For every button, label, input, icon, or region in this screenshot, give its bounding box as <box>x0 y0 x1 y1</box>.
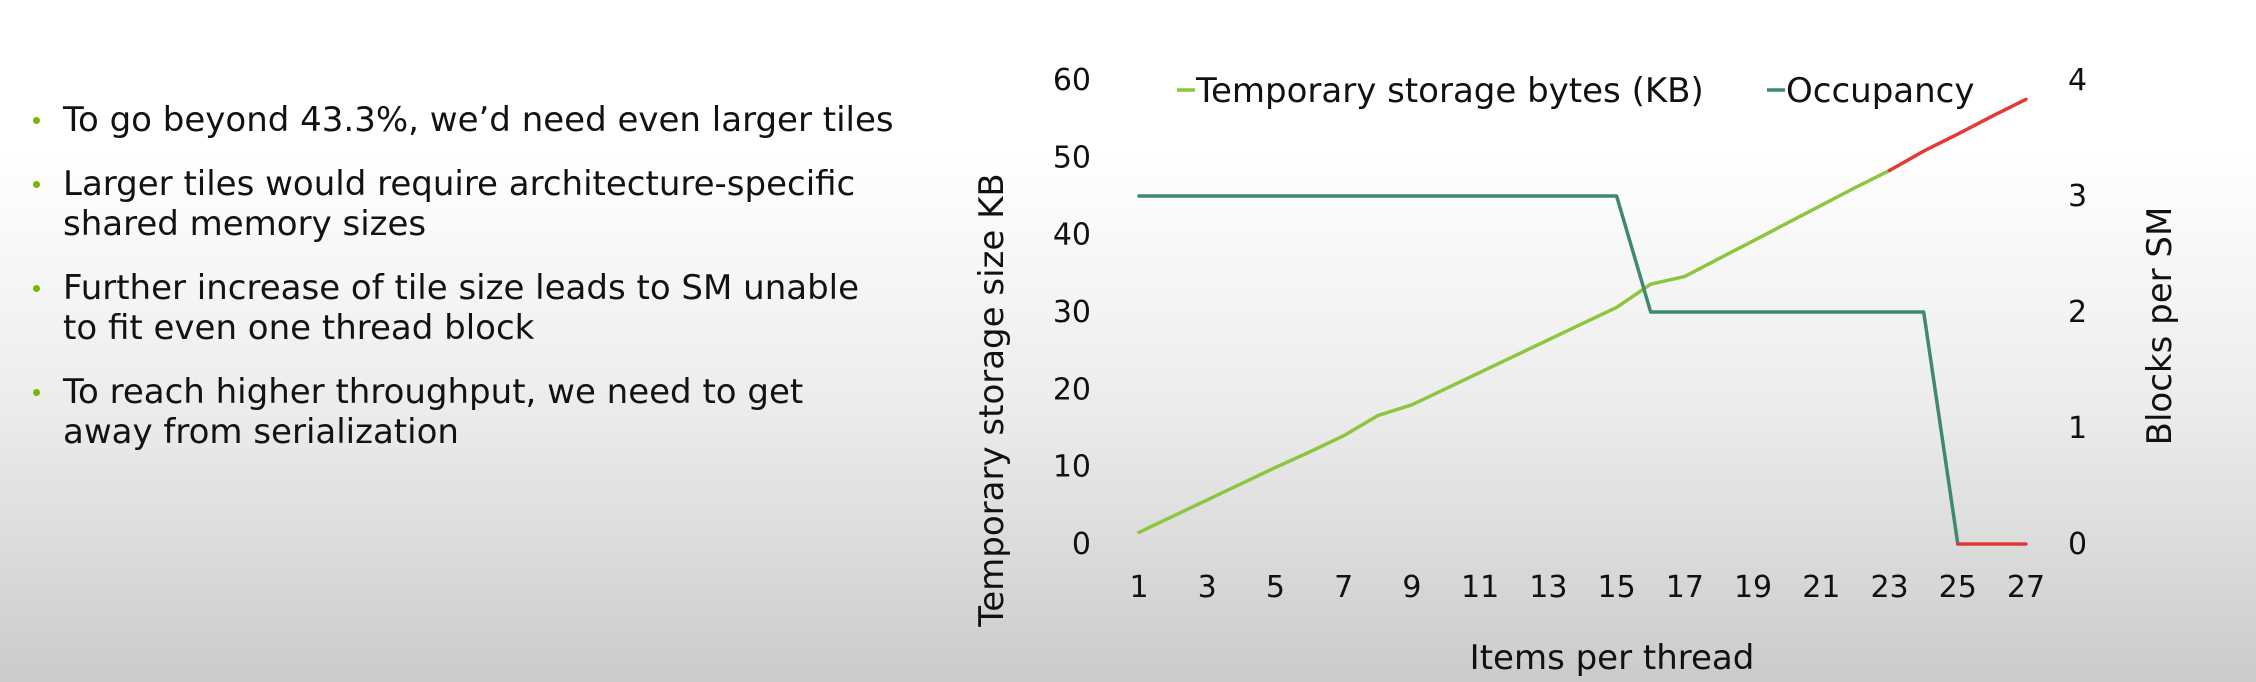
series-line-highlight <box>1887 97 2028 173</box>
series-layer <box>1137 97 2028 546</box>
bullet-dot-icon <box>33 389 40 396</box>
x-tick-label: 19 <box>1734 570 1772 605</box>
bullet-text-line: away from serialization <box>63 412 459 452</box>
bullet-item: Further increase of tile size leads to S… <box>30 268 930 348</box>
y-left-tick-label: 0 <box>1072 527 1091 562</box>
x-axis-label: Items per thread <box>1470 638 1755 678</box>
y-right-tick-label: 2 <box>2068 295 2087 330</box>
bullet-item: Larger tiles would require architecture-… <box>30 164 930 244</box>
bullet-text-line: Larger tiles would require architecture-… <box>63 164 856 204</box>
x-tick-label: 15 <box>1598 570 1636 605</box>
y-left-tick-label: 10 <box>1053 450 1091 485</box>
bullet-item: To go beyond 43.3%, we’d need even large… <box>30 100 930 140</box>
y-left-axis-ticks: 0 10 20 30 40 50 60 <box>1053 63 1091 562</box>
series-line <box>1137 168 1892 535</box>
x-tick-label: 3 <box>1198 570 1217 605</box>
bullet-list: To go beyond 43.3%, we’d need even large… <box>30 100 930 476</box>
legend-label: Occupancy <box>1786 71 1974 111</box>
x-tick-label: 21 <box>1802 570 1840 605</box>
x-tick-label: 11 <box>1461 570 1499 605</box>
y-left-tick-label: 40 <box>1053 218 1091 253</box>
bullet-dot-icon <box>33 117 40 124</box>
x-tick-label: 27 <box>2007 570 2045 605</box>
y-left-tick-label: 60 <box>1053 63 1091 98</box>
y-left-tick-label: 20 <box>1053 372 1091 407</box>
y-right-tick-label: 1 <box>2068 411 2087 446</box>
x-tick-label: 5 <box>1266 570 1285 605</box>
bullet-dot-icon <box>33 285 40 292</box>
y-left-axis-label: Temporary storage size KB <box>972 173 1012 627</box>
series-line <box>1137 194 1960 546</box>
bullet-text-line: To go beyond 43.3%, we’d need even large… <box>63 100 894 140</box>
x-tick-label: 9 <box>1402 570 1421 605</box>
y-right-tick-label: 4 <box>2068 63 2087 98</box>
x-tick-label: 13 <box>1529 570 1567 605</box>
bullet-text-line: to fit even one thread block <box>63 308 535 348</box>
bullet-text-line: Further increase of tile size leads to S… <box>63 268 860 308</box>
y-right-axis-ticks: 0 1 2 3 4 <box>2068 63 2087 562</box>
y-right-tick-label: 3 <box>2068 179 2087 214</box>
y-left-tick-label: 30 <box>1053 295 1091 330</box>
bullet-text-line: shared memory sizes <box>63 204 427 244</box>
legend-label: Temporary storage bytes (KB) <box>1195 71 1704 111</box>
y-right-tick-label: 0 <box>2068 527 2087 562</box>
x-tick-label: 23 <box>1870 570 1908 605</box>
x-tick-label: 17 <box>1666 570 1704 605</box>
bullet-text-line: To reach higher throughput, we need to g… <box>63 372 804 412</box>
y-right-axis-label: Blocks per SM <box>2140 207 2180 446</box>
bullet-dot-icon <box>33 181 40 188</box>
x-tick-label: 25 <box>1939 570 1977 605</box>
bullet-item: To reach higher throughput, we need to g… <box>30 372 930 452</box>
legend: Temporary storage bytes (KB) Occupancy <box>1177 71 1974 111</box>
x-tick-label: 1 <box>1129 570 1148 605</box>
x-tick-label: 7 <box>1334 570 1353 605</box>
y-left-tick-label: 50 <box>1053 140 1091 175</box>
x-axis-ticks: 1 3 5 7 9 11 13 15 17 19 21 23 25 27 <box>1129 570 2045 605</box>
